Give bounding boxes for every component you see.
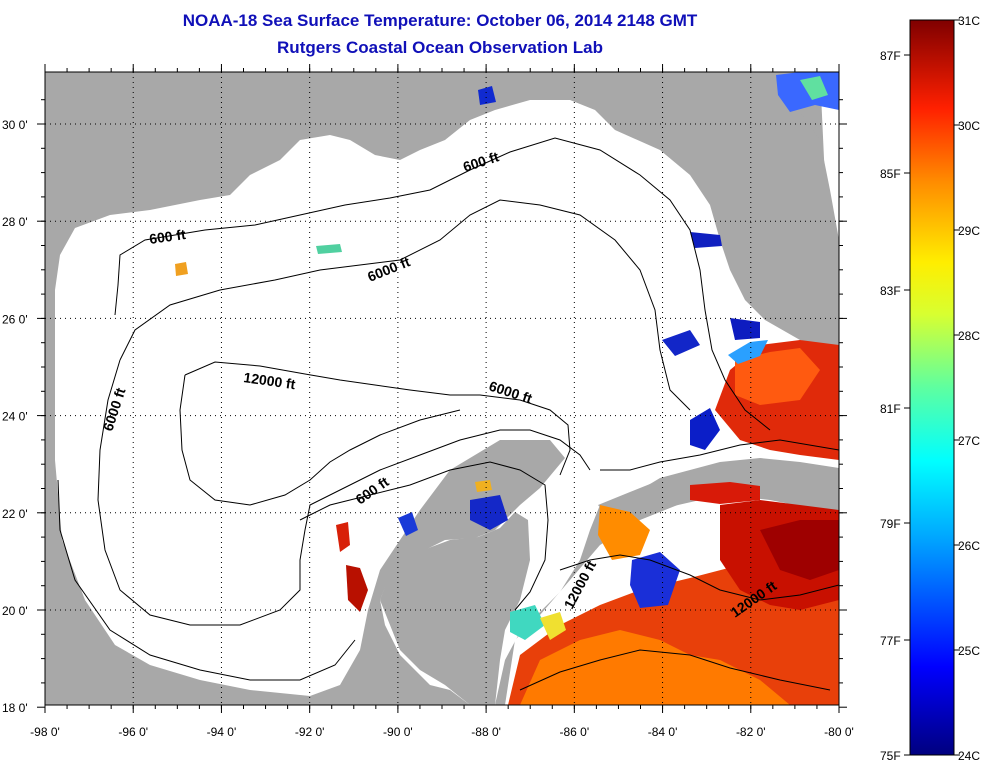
sst-patch-yucatan-west-2 (336, 522, 350, 552)
lat-label: 28 0' (2, 215, 28, 229)
colorbar-label-celsius: 30C (958, 119, 980, 133)
contour-caribbean-deep (519, 649, 831, 691)
sst-patch-darkred (760, 520, 839, 580)
florida (710, 112, 839, 345)
contour-6000ft-north (119, 199, 691, 411)
sst-patch-blue-east (690, 408, 720, 450)
lon-label: -86 0' (560, 725, 590, 739)
contour-12000ft-caribbean (559, 554, 839, 601)
colorbar: 31C 30C 29C 28C 27C 26C 25C 24C 87F 85F 83F 81F 79F 7… (880, 14, 980, 763)
lat-label: 30 0' (2, 118, 28, 132)
colorbar-label-celsius: 27C (958, 434, 980, 448)
sst-patch-teal-mid (316, 244, 342, 254)
colorbar-label-fahrenheit: 79F (880, 517, 901, 531)
lat-label: 20 0' (2, 604, 28, 618)
axis-labels: -98 0' -96 0' -94 0' -92 0' -90 0' -88 0' -86 … (2, 118, 854, 739)
sst-patch-blue-cc (398, 512, 418, 536)
contour-600ft-north (114, 137, 771, 431)
map-title: NOAA-18 Sea Surface Temperature: October… (182, 11, 698, 30)
sst-patch-teal-yuc (510, 605, 545, 640)
sst-data (175, 72, 839, 705)
sst-patch-cuba-north (690, 482, 760, 504)
lon-label: -80 0' (824, 725, 854, 739)
contour-6000ft-west (97, 359, 591, 626)
sst-patch-orange-mid (475, 480, 492, 492)
colorbar-label-celsius: 24C (958, 749, 980, 763)
lon-label: -94 0' (207, 725, 237, 739)
colorbar-label-fahrenheit: 87F (880, 49, 901, 63)
sst-patch-blue-mississippi (478, 86, 496, 105)
contour-label: 600 ft (148, 226, 187, 247)
sst-patch-blue-bigbend (690, 232, 722, 248)
colorbar-label-celsius: 29C (958, 224, 980, 238)
lat-lon-grid (45, 72, 839, 705)
sst-patch-blue-campeche (470, 495, 508, 530)
lat-label: 22 0' (2, 507, 28, 521)
colorbar-label-celsius: 31C (958, 14, 980, 28)
colorbar-label-fahrenheit: 75F (880, 749, 901, 763)
sst-patch-blue-keys (730, 318, 760, 340)
sst-patch-mixed (598, 505, 650, 560)
colorbar-label-celsius: 26C (958, 539, 980, 553)
lon-label: -82 0' (736, 725, 766, 739)
colorbar-label-fahrenheit: 85F (880, 167, 901, 181)
lon-label: -92 0' (295, 725, 325, 739)
colorbar-label-celsius: 25C (958, 644, 980, 658)
lat-label: 18 0' (2, 701, 28, 715)
sst-patch-yellow-yuc (540, 612, 566, 640)
sst-patch-blue-shelf (662, 330, 700, 356)
contour-600ft-coast (57, 479, 356, 681)
axis-ticks (37, 64, 847, 713)
contour-12000ft-south (179, 374, 461, 506)
lat-label: 26 0' (2, 312, 28, 326)
contour-label: 12000 ft (243, 369, 297, 392)
yucatan (380, 512, 530, 705)
atlantic-water (820, 72, 839, 250)
sst-patch-keys-teal (728, 340, 768, 364)
lon-label: -84 0' (648, 725, 678, 739)
colorbar-label-fahrenheit: 77F (880, 634, 901, 648)
sst-patch-northeast-green (800, 76, 828, 100)
lon-label: -98 0' (30, 725, 60, 739)
sst-patch-blue-south (630, 552, 680, 608)
colorbar-label-fahrenheit: 81F (880, 402, 901, 416)
colorbar-label-celsius: 28C (958, 329, 980, 343)
sst-patch-yucatan-west (346, 565, 368, 612)
contour-east-cuba (600, 439, 839, 471)
lat-label: 24 0' (2, 410, 28, 424)
contour-600ft-south (299, 461, 549, 611)
sst-patch-keys-orange (735, 348, 820, 405)
lon-label: -88 0' (471, 725, 501, 739)
gulf-water (55, 100, 839, 705)
sst-patch-caribbean-2 (520, 630, 790, 705)
map-subtitle: Rutgers Coastal Ocean Observation Lab (277, 38, 603, 57)
sst-patch-orange-texas (175, 262, 188, 276)
colorbar-gradient (909, 19, 955, 756)
lon-label: -96 0' (118, 725, 148, 739)
lon-label: -90 0' (383, 725, 413, 739)
colorbar-label-fahrenheit: 83F (880, 284, 901, 298)
bathymetry-contours (57, 137, 839, 691)
contour-12000ft (184, 361, 571, 476)
